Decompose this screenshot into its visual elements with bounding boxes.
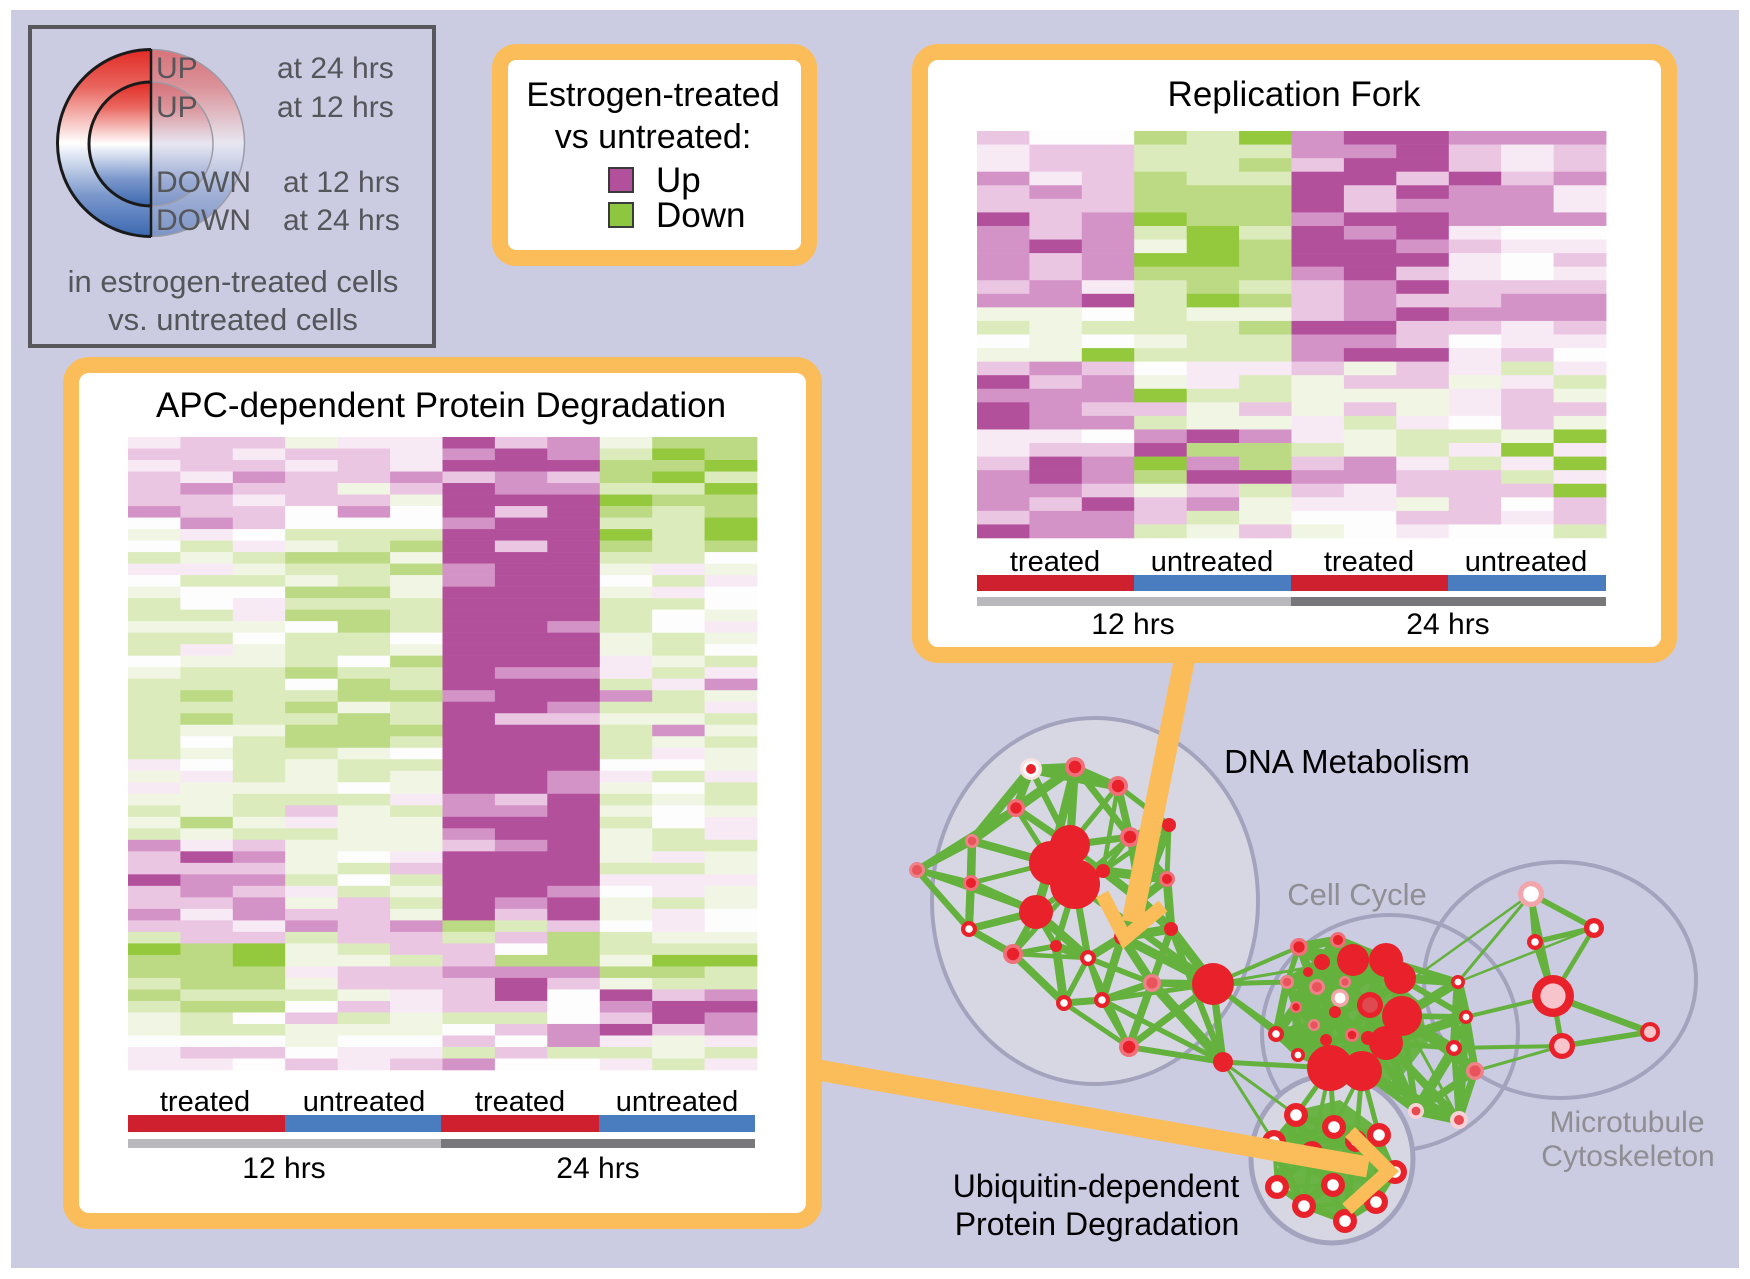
svg-text:DNA Metabolism: DNA Metabolism xyxy=(1224,743,1470,780)
svg-text:Protein Degradation: Protein Degradation xyxy=(955,1206,1240,1242)
svg-text:Cytoskeleton: Cytoskeleton xyxy=(1541,1140,1714,1173)
svg-text:Microtubule: Microtubule xyxy=(1549,1106,1704,1139)
svg-text:Ubiquitin-dependent: Ubiquitin-dependent xyxy=(953,1168,1240,1204)
svg-text:Cell Cycle: Cell Cycle xyxy=(1287,877,1427,912)
